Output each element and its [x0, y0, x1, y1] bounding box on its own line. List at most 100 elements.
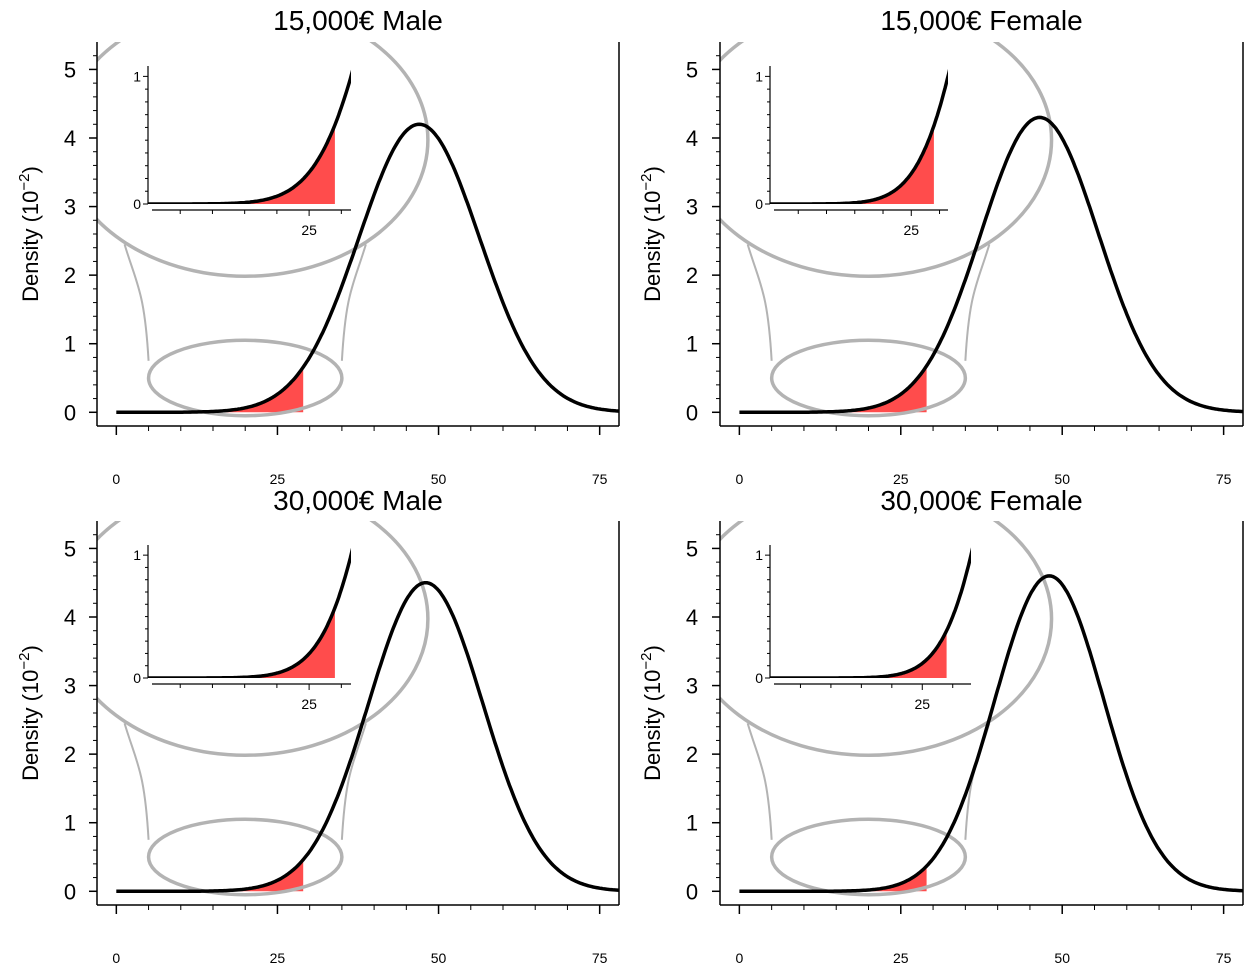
magnify-ellipse	[97, 521, 430, 757]
highlight-ellipse	[146, 817, 344, 897]
inset-y-tick-label: 0	[133, 670, 141, 686]
inset-plot-area	[148, 69, 351, 204]
x-tick-label: 50	[431, 950, 447, 966]
y-tick-label: 0	[686, 400, 698, 425]
x-tick-label: 0	[112, 950, 120, 966]
plot-area	[720, 521, 1243, 897]
highlight-ellipse	[769, 338, 968, 418]
plot-area	[720, 42, 1243, 418]
inset-plot-area	[770, 547, 971, 678]
y-axis-label-exponent: −2	[638, 173, 655, 190]
inset-plot-area	[770, 68, 948, 204]
y-tick-label: 5	[64, 57, 76, 82]
y-axis-label: Density (10−2)	[16, 166, 43, 302]
y-tick-label: 4	[64, 605, 76, 630]
inset-x-tick-label: 25	[301, 222, 317, 238]
x-tick-label: 25	[270, 471, 286, 487]
panel-title: 15,000€ Female	[880, 5, 1082, 36]
y-tick-label: 2	[64, 742, 76, 767]
highlight-ellipse	[146, 338, 344, 418]
x-tick-label: 25	[893, 950, 909, 966]
y-tick-label: 0	[64, 400, 76, 425]
inset-shaded-area	[770, 125, 934, 204]
panel-title: 30,000€ Female	[880, 485, 1082, 516]
x-tick-label: 50	[1054, 471, 1070, 487]
magnify-ellipse	[720, 42, 1054, 278]
y-tick-label: 4	[686, 605, 698, 630]
magnify-ellipse	[97, 42, 430, 278]
inset-density-curve	[770, 547, 971, 678]
inset-y-tick-label: 0	[755, 670, 763, 686]
y-tick-label: 0	[686, 879, 698, 904]
y-axis-label-exponent: −2	[638, 652, 655, 669]
y-axis-label-main: Density (10	[640, 191, 665, 302]
y-tick-label: 4	[686, 126, 698, 151]
y-axis-label-close: )	[640, 166, 665, 173]
connector-line-left	[123, 243, 150, 361]
inset-density-curve	[148, 69, 351, 204]
y-tick-label: 4	[64, 126, 76, 151]
x-tick-label: 75	[592, 950, 608, 966]
y-tick-label: 1	[686, 811, 698, 836]
connector-line-left	[746, 243, 773, 361]
inset-y-tick-label: 1	[755, 547, 763, 563]
y-axis-label-close: )	[18, 166, 43, 173]
shaded-tail-area	[116, 367, 304, 413]
inset-y-tick-label: 0	[133, 196, 141, 212]
x-tick-label: 75	[1216, 471, 1232, 487]
x-tick-label: 25	[893, 471, 909, 487]
inset-y-tick-label: 1	[755, 68, 763, 84]
density-curve	[116, 122, 619, 415]
y-tick-label: 5	[64, 536, 76, 561]
plot-area	[97, 521, 619, 897]
x-tick-label: 0	[735, 950, 743, 966]
y-axis-label: Density (10−2)	[16, 645, 43, 781]
y-tick-label: 3	[686, 195, 698, 220]
density-curve	[739, 574, 1243, 894]
inset-density-curve	[148, 547, 351, 678]
inset-y-tick-label: 1	[133, 547, 141, 563]
inset-x-tick-label: 25	[903, 222, 919, 238]
highlight-ellipse	[769, 817, 968, 897]
x-tick-label: 0	[735, 471, 743, 487]
density-curve	[739, 115, 1243, 415]
x-tick-label: 50	[431, 471, 447, 487]
density-curve	[116, 580, 619, 894]
x-tick-label: 75	[592, 471, 608, 487]
y-tick-label: 2	[686, 263, 698, 288]
y-tick-label: 1	[64, 332, 76, 357]
inset-x-tick-label: 25	[914, 696, 930, 712]
inset-plot: 0 1 25	[755, 66, 948, 238]
panel-title: 30,000€ Male	[273, 485, 443, 516]
x-tick-label: 50	[1054, 950, 1070, 966]
y-axis-label-exponent: −2	[16, 173, 33, 190]
y-axis-label-exponent: −2	[16, 652, 33, 669]
plot-area	[97, 42, 619, 418]
shaded-tail-area	[739, 866, 927, 892]
inset-x-tick-label: 25	[301, 696, 317, 712]
y-axis-label-close: )	[18, 645, 43, 652]
y-tick-label: 3	[686, 674, 698, 699]
inset-plot: 0 1 25	[133, 66, 351, 238]
y-tick-label: 0	[64, 879, 76, 904]
x-tick-label: 0	[112, 471, 120, 487]
inset-plot: 0 1 25	[133, 545, 351, 712]
inset-y-tick-label: 1	[133, 68, 141, 84]
y-tick-label: 1	[686, 332, 698, 357]
panel-title: 15,000€ Male	[273, 5, 443, 36]
connector-line-left	[123, 722, 150, 840]
x-tick-label: 75	[1216, 950, 1232, 966]
inset-shaded-area	[770, 630, 947, 678]
connector-line-right	[340, 243, 367, 361]
x-tick-label: 25	[270, 950, 286, 966]
connector-line-right	[340, 722, 367, 840]
y-axis-label-close: )	[640, 645, 665, 652]
inset-y-tick-label: 0	[755, 196, 763, 212]
y-axis-label: Density (10−2)	[638, 645, 665, 781]
y-tick-label: 3	[64, 674, 76, 699]
connector-line-right	[964, 243, 991, 361]
y-tick-label: 1	[64, 811, 76, 836]
inset-plot-area	[148, 547, 351, 678]
